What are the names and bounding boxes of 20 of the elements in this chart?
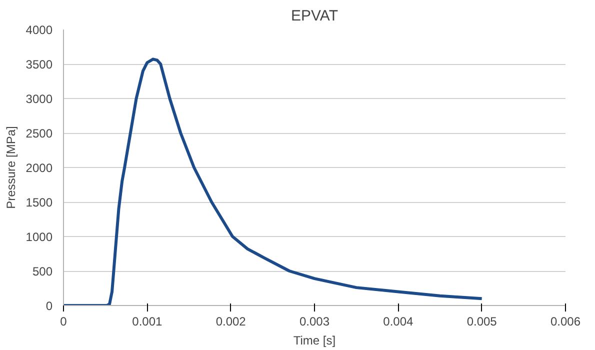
y-tick-label: 500 xyxy=(32,264,53,278)
x-tick-label: 0.001 xyxy=(132,314,163,328)
y-tick-label: 2000 xyxy=(26,161,53,175)
x-tick-label: 0.003 xyxy=(299,314,330,328)
y-tick-label: 1000 xyxy=(26,230,53,244)
y-axis-title: Pressure [MPa] xyxy=(4,126,18,209)
chart-title: EPVAT xyxy=(291,8,338,24)
x-tick-label: 0.004 xyxy=(383,314,414,328)
x-tick-label: 0.005 xyxy=(466,314,498,328)
x-axis-title: Time [s] xyxy=(293,334,336,348)
y-tick-label: 2500 xyxy=(26,126,53,140)
line-series xyxy=(64,58,484,306)
x-tick-label: 0 xyxy=(60,314,68,328)
x-tick-label: 0.002 xyxy=(216,314,246,328)
y-tick-label: 1500 xyxy=(26,196,53,210)
y-tick-label: 4000 xyxy=(26,23,53,37)
y-tick-label: 3000 xyxy=(26,92,53,106)
x-tick-label: 0.006 xyxy=(550,314,581,328)
y-tick-label: 3500 xyxy=(26,58,53,72)
y-tick-label: 0 xyxy=(46,299,53,313)
